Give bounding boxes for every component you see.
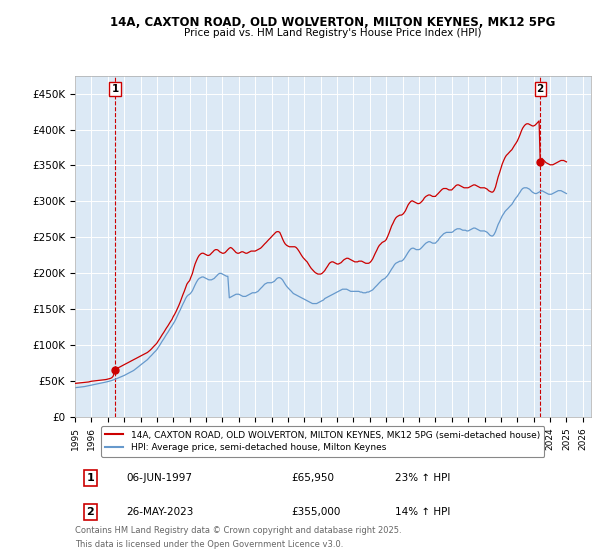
Text: 14% ↑ HPI: 14% ↑ HPI <box>395 507 450 517</box>
Text: £355,000: £355,000 <box>292 507 341 517</box>
Text: 26-MAY-2023: 26-MAY-2023 <box>127 507 194 517</box>
Text: 14A, CAXTON ROAD, OLD WOLVERTON, MILTON KEYNES, MK12 5PG: 14A, CAXTON ROAD, OLD WOLVERTON, MILTON … <box>110 16 556 29</box>
Text: 06-JUN-1997: 06-JUN-1997 <box>127 473 193 483</box>
Text: £65,950: £65,950 <box>292 473 335 483</box>
Text: 1: 1 <box>112 84 119 94</box>
Text: 2: 2 <box>86 507 94 517</box>
Text: 1: 1 <box>86 473 94 483</box>
Text: Contains HM Land Registry data © Crown copyright and database right 2025.
This d: Contains HM Land Registry data © Crown c… <box>75 526 401 549</box>
Text: 2: 2 <box>536 84 544 94</box>
Legend: 14A, CAXTON ROAD, OLD WOLVERTON, MILTON KEYNES, MK12 5PG (semi-detached house), : 14A, CAXTON ROAD, OLD WOLVERTON, MILTON … <box>101 426 544 457</box>
Text: 23% ↑ HPI: 23% ↑ HPI <box>395 473 450 483</box>
Text: Price paid vs. HM Land Registry's House Price Index (HPI): Price paid vs. HM Land Registry's House … <box>184 28 482 38</box>
